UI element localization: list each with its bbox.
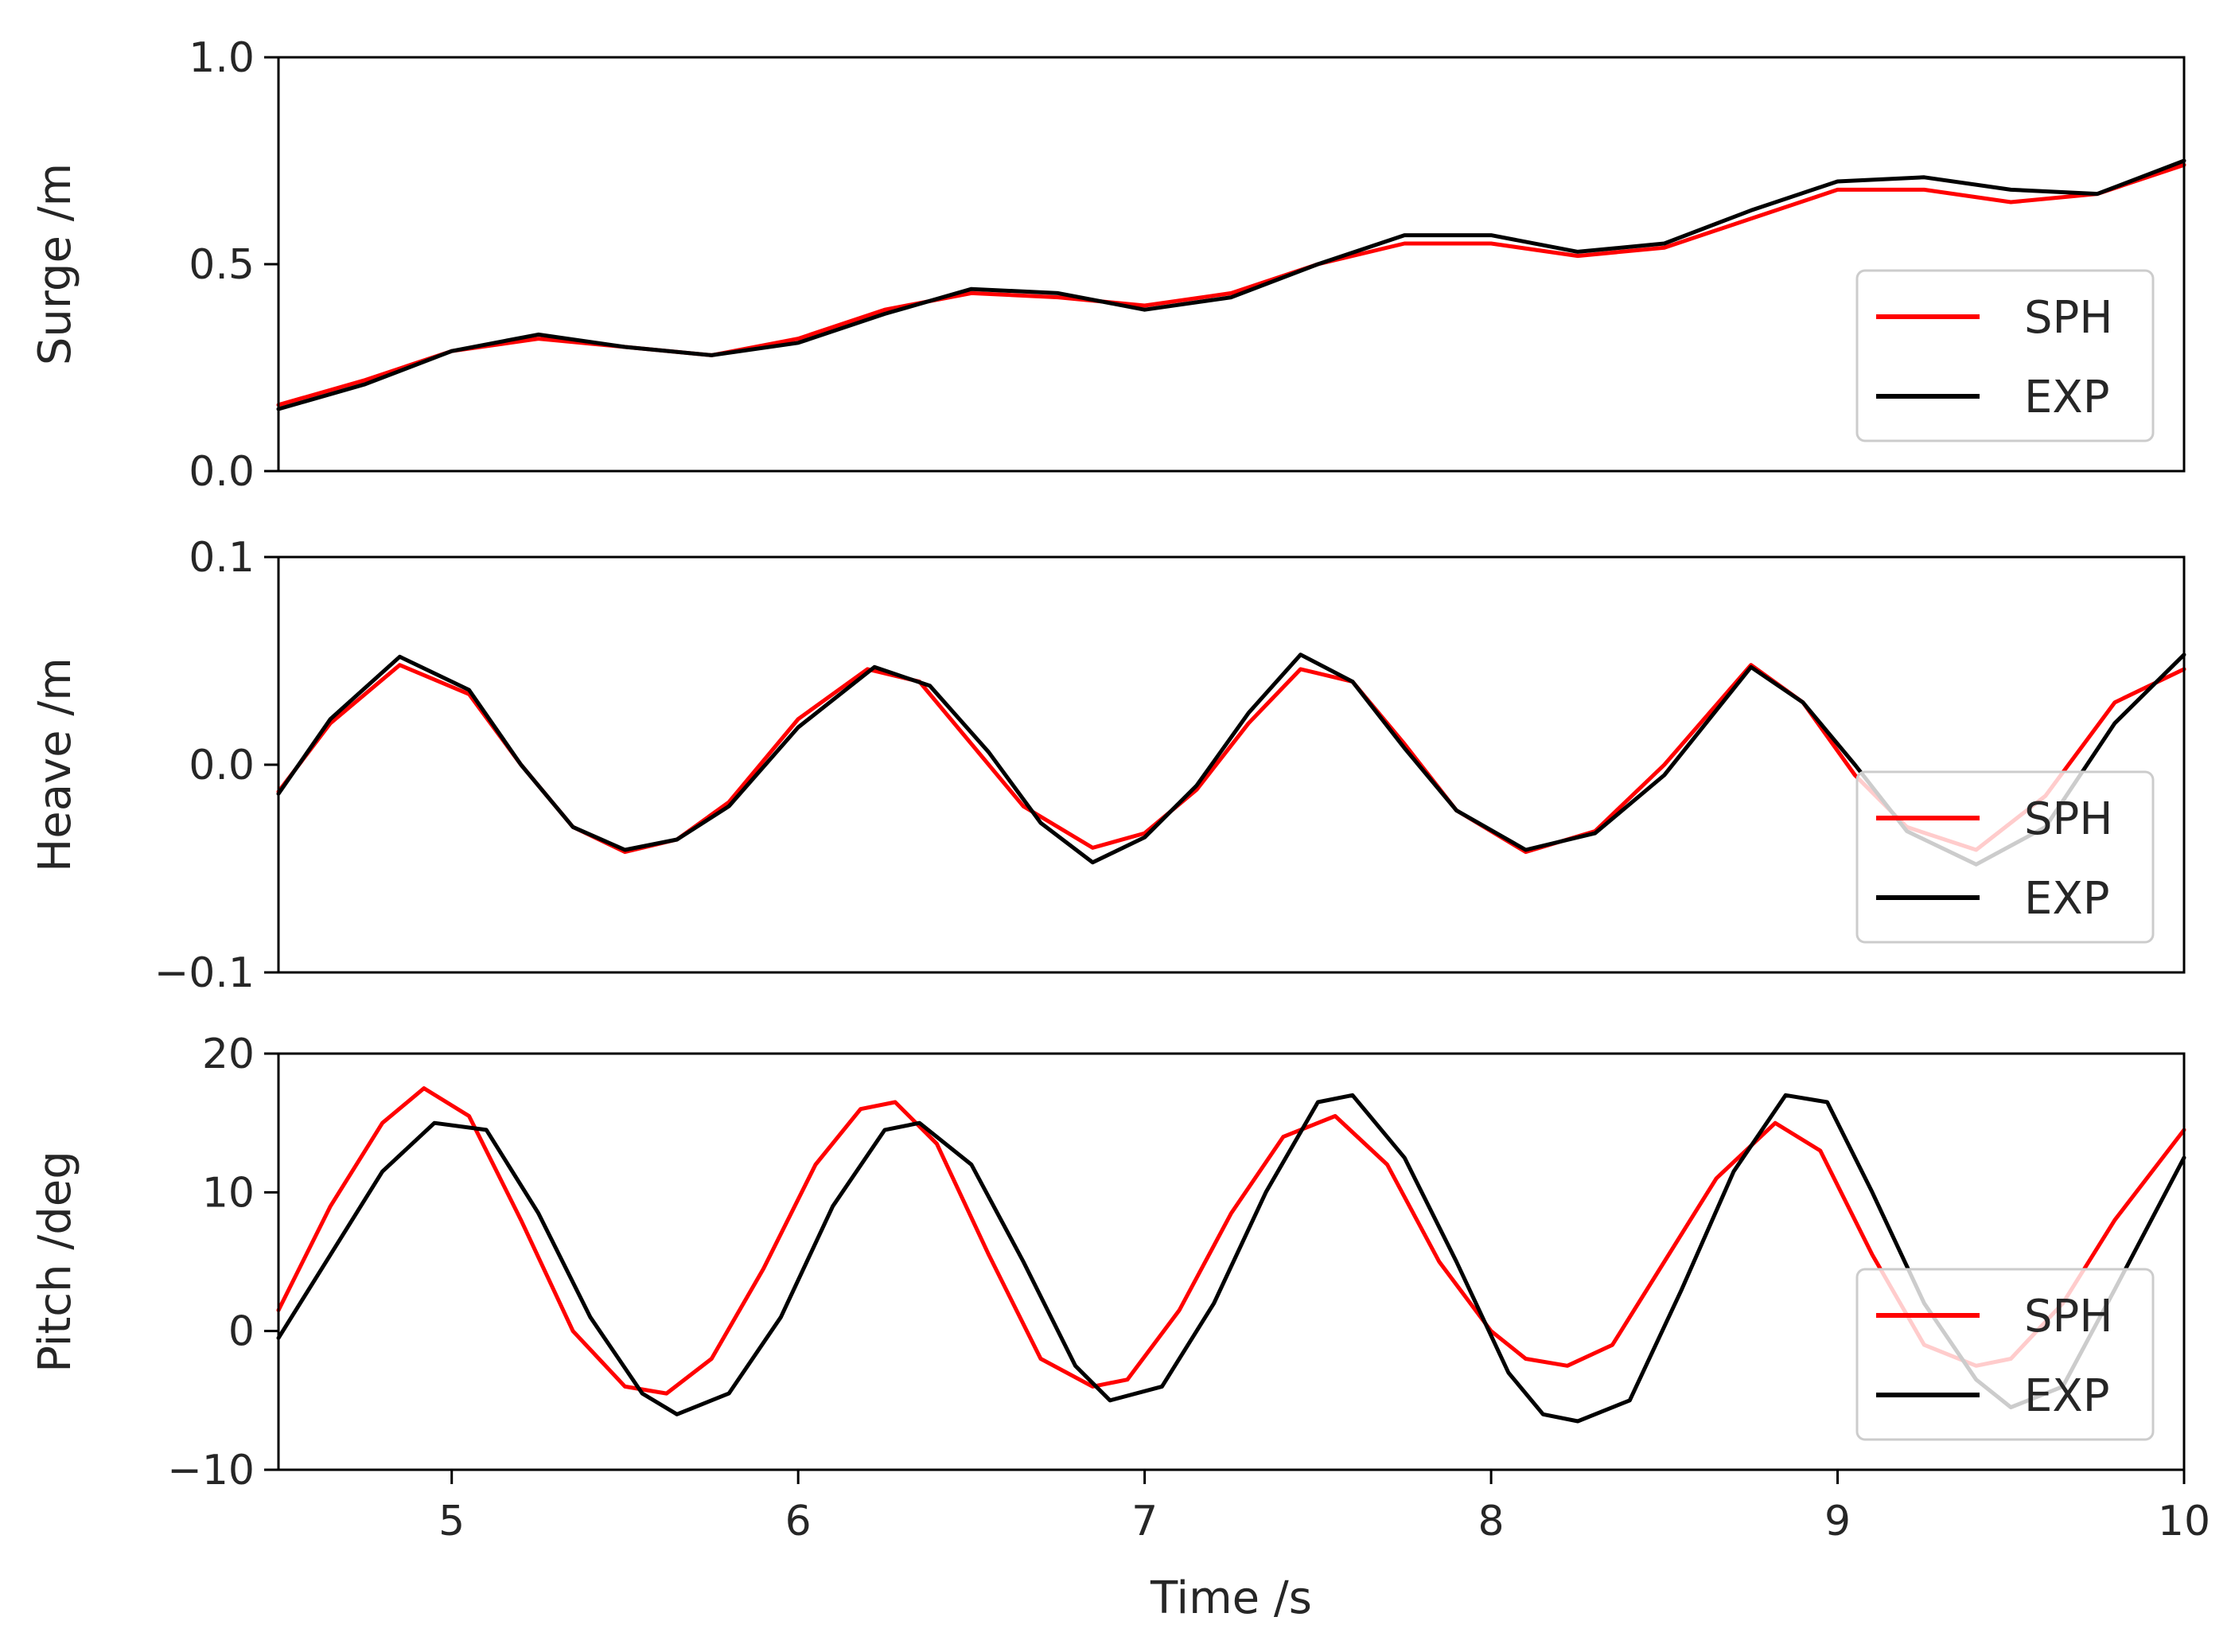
legend: SPH EXP — [1855, 770, 2155, 944]
plot-frame — [277, 1052, 2186, 1471]
legend: SPH EXP — [1855, 269, 2155, 442]
y-tick-label: 1.0 — [189, 34, 255, 82]
legend-label-exp: EXP — [2024, 873, 2110, 925]
legend: SPH EXP — [1855, 1268, 2155, 1441]
legend-label-exp: EXP — [2024, 1370, 2110, 1422]
y-tick-label: 20 — [202, 1031, 255, 1078]
y-tick-label: 0.5 — [189, 241, 255, 289]
x-tick-label: 6 — [785, 1498, 812, 1545]
series-line-exp — [276, 653, 2186, 867]
panel-2: −0.1 0.0 0.1 Heave /m SPH EXP — [29, 534, 2186, 997]
y-tick-label: 10 — [202, 1169, 255, 1217]
y-tick-label: 0.1 — [189, 534, 255, 582]
legend-label-sph: SPH — [2024, 292, 2112, 344]
y-tick-label: −10 — [167, 1447, 255, 1494]
y-tick-label: 0 — [228, 1308, 255, 1356]
legend-label-sph: SPH — [2024, 793, 2112, 845]
series-line-exp — [276, 158, 2186, 411]
series-line-sph — [276, 1086, 2186, 1396]
y-axis-label: Pitch /deg — [29, 1151, 81, 1373]
y-tick-label: −0.1 — [154, 949, 255, 997]
x-axis-label: Time /s — [1150, 1572, 1312, 1624]
y-tick-label: 0.0 — [189, 742, 255, 789]
x-tick-label: 7 — [1131, 1498, 1158, 1545]
x-tick-label: 10 — [2158, 1498, 2210, 1545]
y-axis-label: Surge /m — [29, 163, 81, 365]
y-axis-label: Heave /m — [29, 657, 81, 872]
series-line-exp — [276, 1093, 2186, 1424]
panel-3: −10 0 10 20 Pitch /deg 5 6 7 8 9 10 Time /s SPH EXP — [29, 1031, 2210, 1624]
y-tick-label: 0.0 — [189, 448, 255, 496]
legend-label-sph: SPH — [2024, 1291, 2112, 1342]
x-tick-label: 8 — [1478, 1498, 1505, 1545]
panel-1: 0.0 0.5 1.0 Surge /m SPH EXP — [29, 34, 2186, 496]
x-tick-label: 9 — [1824, 1498, 1851, 1545]
x-tick-label: 5 — [438, 1498, 465, 1545]
legend-label-exp: EXP — [2024, 372, 2110, 423]
